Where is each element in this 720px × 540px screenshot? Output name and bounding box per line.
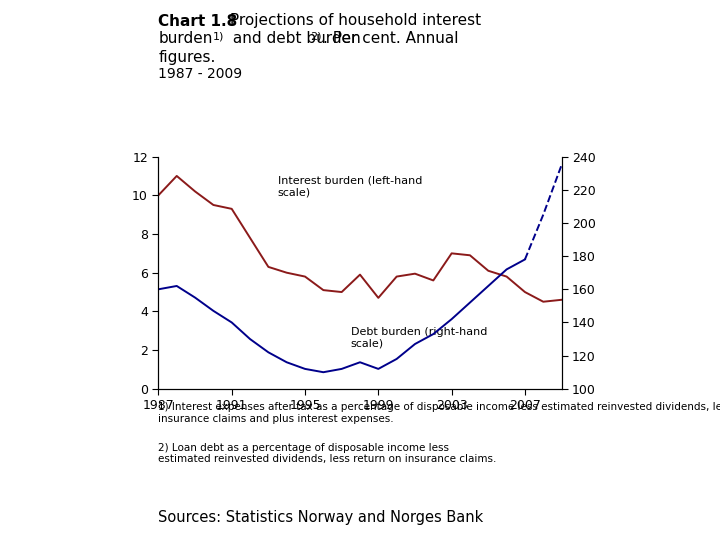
Text: . Per cent. Annual: . Per cent. Annual (323, 31, 459, 46)
Text: burden: burden (158, 31, 213, 46)
Text: 1) Interest expenses after tax as a percentage of disposable income less estimat: 1) Interest expenses after tax as a perc… (158, 402, 720, 424)
Text: Chart 1.8: Chart 1.8 (158, 14, 238, 29)
Text: Debt burden (right-hand
scale): Debt burden (right-hand scale) (351, 327, 487, 348)
Text: Projections of household interest: Projections of household interest (225, 14, 482, 29)
Text: Sources: Statistics Norway and Norges Bank: Sources: Statistics Norway and Norges Ba… (158, 510, 484, 525)
Text: and debt burden: and debt burden (228, 31, 360, 46)
Text: 2) Loan debt as a percentage of disposable income less
estimated reinvested divi: 2) Loan debt as a percentage of disposab… (158, 443, 497, 464)
Text: 2): 2) (310, 31, 322, 42)
Text: 1): 1) (213, 31, 225, 42)
Text: 1987 - 2009: 1987 - 2009 (158, 67, 243, 81)
Text: figures.: figures. (158, 50, 216, 65)
Text: Interest burden (left-hand
scale): Interest burden (left-hand scale) (277, 176, 422, 198)
